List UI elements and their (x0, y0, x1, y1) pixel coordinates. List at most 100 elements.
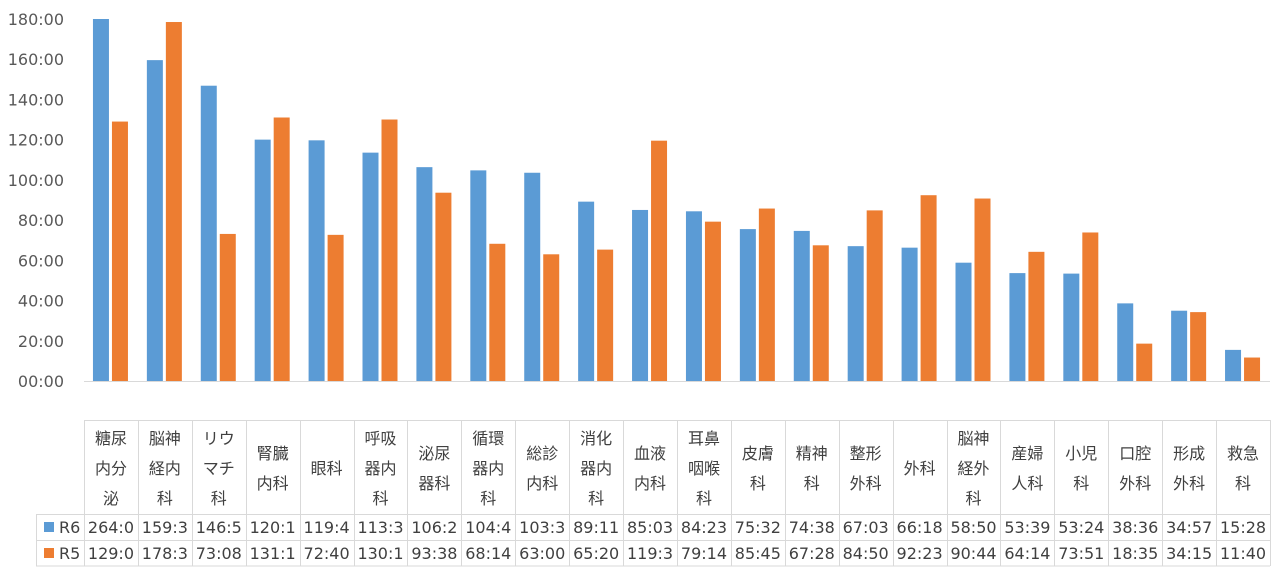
category-label: 外科 (1119, 474, 1151, 493)
data-label-r6: 58:50 (950, 518, 996, 537)
category-label: 泌尿 (418, 444, 450, 463)
bar-r6 (200, 85, 217, 381)
bar-r6 (739, 229, 756, 381)
bar-r6 (416, 167, 433, 381)
bar-r5 (381, 119, 398, 382)
y-tick-label: 80:00 (18, 211, 64, 230)
bar-r5 (489, 243, 506, 381)
category-label: 経内 (149, 459, 181, 478)
bar-r6 (1063, 273, 1080, 381)
category-label: 内分 (95, 459, 127, 478)
category-label: 消化 (580, 429, 612, 448)
bar-r6 (1171, 310, 1188, 381)
bar-r6 (901, 247, 918, 381)
data-label-r5: 73:08 (196, 544, 242, 563)
bar-r5 (866, 210, 883, 381)
category-label: 整形 (850, 444, 882, 463)
category-label: マチ (203, 459, 235, 478)
bar-r5 (597, 249, 614, 381)
data-label-r5: 119:3 (627, 544, 673, 563)
bar-r6 (524, 172, 541, 381)
legend-swatch-r6 (44, 522, 54, 532)
category-label: 外科 (904, 459, 936, 478)
bar-r5 (1136, 343, 1153, 381)
category-label: 産婦 (1011, 444, 1043, 463)
category-label: 科 (696, 489, 712, 508)
y-tick-label: 120:00 (8, 131, 64, 150)
bar-r6 (1117, 303, 1134, 381)
category-label: 科 (750, 474, 766, 493)
data-label-r5: 84:50 (843, 544, 889, 563)
bar-r6 (146, 60, 163, 381)
category-label: 科 (372, 489, 388, 508)
data-label-r5: 79:14 (681, 544, 727, 563)
data-label-r6: 66:18 (897, 518, 943, 537)
category-label: 小児 (1065, 444, 1097, 463)
data-label-r5: 130:1 (357, 544, 403, 563)
category-label: 循環 (472, 429, 504, 448)
category-label: 器内 (580, 459, 612, 478)
data-label-r6: 53:39 (1004, 518, 1050, 537)
y-tick-label: 140:00 (8, 90, 64, 109)
category-label: 脳神 (149, 429, 181, 448)
category-label: リウ (203, 429, 235, 448)
data-label-r5: 178:3 (142, 544, 188, 563)
data-label-r6: 38:36 (1112, 518, 1158, 537)
data-label-r5: 18:35 (1112, 544, 1158, 563)
bar-r5 (1190, 312, 1207, 381)
bar-r6 (254, 139, 271, 381)
bar-r6 (92, 19, 109, 381)
category-label: 内科 (634, 474, 666, 493)
bar-r6 (1225, 349, 1242, 381)
category-label: 外科 (850, 474, 882, 493)
bar-r5 (219, 233, 236, 381)
category-label: 科 (157, 489, 173, 508)
bar-r5 (435, 192, 452, 381)
bar-r5 (111, 121, 128, 382)
category-label: 耳鼻 (688, 429, 720, 448)
data-label-r5: 92:23 (897, 544, 943, 563)
data-label-r6: 34:57 (1166, 518, 1212, 537)
bar-r5 (651, 140, 668, 381)
category-label: 科 (965, 489, 981, 508)
bar-r5 (273, 117, 290, 382)
bar-r5 (812, 245, 829, 381)
bar-r6 (470, 170, 487, 381)
bar-r5 (1028, 251, 1045, 381)
data-label-r5: 65:20 (573, 544, 619, 563)
category-label: 経外 (957, 459, 989, 478)
bar-r6 (632, 209, 649, 381)
category-label: 科 (1073, 474, 1089, 493)
y-tick-label: 180:00 (8, 10, 64, 29)
category-label: 精神 (796, 444, 828, 463)
category-label: 皮膚 (742, 444, 774, 463)
data-label-r6: 146:5 (196, 518, 242, 537)
category-label: 内科 (526, 474, 558, 493)
category-label: 脳神 (957, 429, 989, 448)
data-label-r6: 159:3 (142, 518, 188, 537)
data-label-r5: 131:1 (250, 544, 296, 563)
data-label-r6: 75:32 (735, 518, 781, 537)
bar-r5 (327, 234, 344, 381)
data-label-r6: 84:23 (681, 518, 727, 537)
y-tick-label: 60:00 (18, 251, 64, 270)
category-label: 糖尿 (95, 429, 127, 448)
category-label: 眼科 (311, 459, 343, 478)
data-label-r6: 113:3 (357, 518, 403, 537)
category-label: 総診 (526, 444, 558, 463)
category-label: 泌 (103, 489, 119, 508)
bar-r6 (793, 230, 810, 381)
data-label-r5: 11:40 (1220, 544, 1266, 563)
bar-r6 (685, 211, 702, 381)
y-tick-label: 00:00 (18, 372, 64, 391)
data-label-r6: 67:03 (843, 518, 889, 537)
bar-r5 (758, 208, 775, 381)
data-label-r5: 64:14 (1004, 544, 1050, 563)
data-label-r5: 90:44 (950, 544, 996, 563)
bar-r5 (704, 221, 721, 381)
data-label-r6: 15:28 (1220, 518, 1266, 537)
category-label: 器内 (364, 459, 396, 478)
category-label: 外科 (1173, 474, 1205, 493)
data-label-r5: 72:40 (304, 544, 350, 563)
